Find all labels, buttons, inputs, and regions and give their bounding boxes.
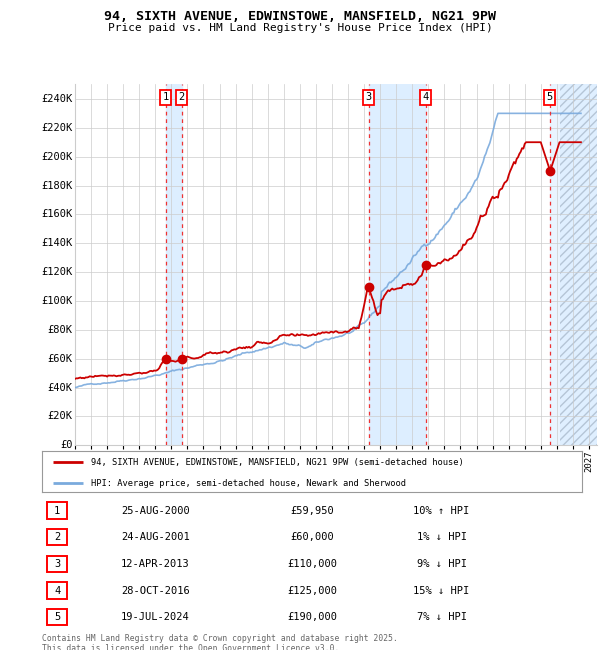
Text: £180K: £180K [41,181,73,190]
Text: £60K: £60K [47,354,73,363]
Text: £125,000: £125,000 [287,586,337,595]
FancyBboxPatch shape [47,556,67,572]
Text: 2: 2 [179,92,185,102]
Text: 4: 4 [54,586,60,595]
Text: Price paid vs. HM Land Registry's House Price Index (HPI): Price paid vs. HM Land Registry's House … [107,23,493,33]
Text: 12-APR-2013: 12-APR-2013 [121,559,190,569]
Text: 5: 5 [54,612,60,622]
Text: £140K: £140K [41,239,73,248]
Bar [550,84,597,445]
Text: 24-AUG-2001: 24-AUG-2001 [121,532,190,542]
Text: £200K: £200K [41,151,73,162]
Text: 4: 4 [422,92,429,102]
Text: 7% ↓ HPI: 7% ↓ HPI [416,612,467,622]
Text: 2: 2 [54,532,60,542]
FancyBboxPatch shape [47,609,67,625]
Text: £220K: £220K [41,123,73,133]
Text: 3: 3 [365,92,371,102]
Text: 25-AUG-2000: 25-AUG-2000 [121,506,190,515]
Text: 9% ↓ HPI: 9% ↓ HPI [416,559,467,569]
Text: 1: 1 [163,92,169,102]
Text: £160K: £160K [41,209,73,219]
Text: 19-JUL-2024: 19-JUL-2024 [121,612,190,622]
Text: £240K: £240K [41,94,73,104]
Text: £190,000: £190,000 [287,612,337,622]
Text: £120K: £120K [41,267,73,277]
FancyBboxPatch shape [47,582,67,599]
Text: 1: 1 [54,506,60,515]
Text: 1% ↓ HPI: 1% ↓ HPI [416,532,467,542]
Text: Contains HM Land Registry data © Crown copyright and database right 2025.
This d: Contains HM Land Registry data © Crown c… [42,634,398,650]
Text: £20K: £20K [47,411,73,421]
Text: £80K: £80K [47,325,73,335]
Text: HPI: Average price, semi-detached house, Newark and Sherwood: HPI: Average price, semi-detached house,… [91,478,406,488]
Text: 15% ↓ HPI: 15% ↓ HPI [413,586,470,595]
Bar [560,84,597,445]
Text: £110,000: £110,000 [287,559,337,569]
Bar [560,84,597,445]
Text: 94, SIXTH AVENUE, EDWINSTOWE, MANSFIELD, NG21 9PW (semi-detached house): 94, SIXTH AVENUE, EDWINSTOWE, MANSFIELD,… [91,458,463,467]
Bar [166,84,182,445]
Text: £100K: £100K [41,296,73,306]
FancyBboxPatch shape [47,529,67,545]
Text: 94, SIXTH AVENUE, EDWINSTOWE, MANSFIELD, NG21 9PW: 94, SIXTH AVENUE, EDWINSTOWE, MANSFIELD,… [104,10,496,23]
Text: £0: £0 [60,440,73,450]
Text: £40K: £40K [47,383,73,393]
Text: £59,950: £59,950 [290,506,334,515]
Text: 5: 5 [547,92,553,102]
Text: 28-OCT-2016: 28-OCT-2016 [121,586,190,595]
Text: 10% ↑ HPI: 10% ↑ HPI [413,506,470,515]
FancyBboxPatch shape [47,502,67,519]
Bar [368,84,425,445]
Text: £60,000: £60,000 [290,532,334,542]
Text: 3: 3 [54,559,60,569]
